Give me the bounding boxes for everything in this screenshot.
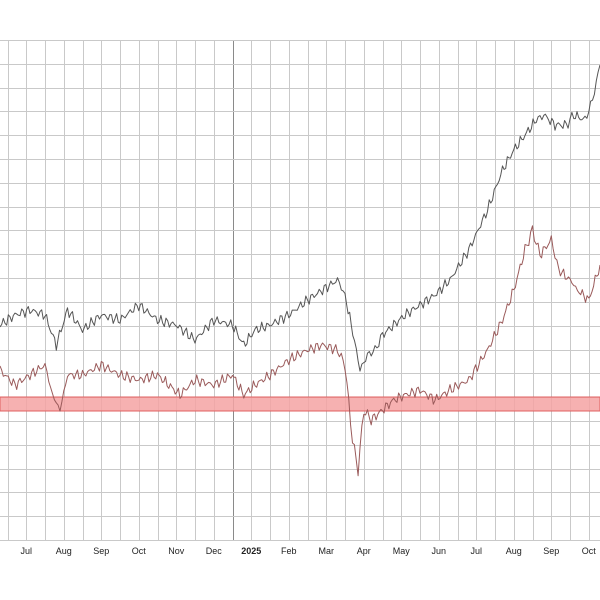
series-line-2	[0, 225, 600, 477]
x-tick-label: Oct	[582, 546, 597, 556]
grid-layer	[0, 40, 600, 541]
x-tick-label: Mar	[319, 546, 335, 556]
highlight-band	[0, 396, 600, 412]
x-tick-label: Sep	[93, 546, 109, 556]
x-tick-label: Sep	[543, 546, 559, 556]
x-tick-label: Apr	[357, 546, 371, 556]
series-line-1	[0, 64, 600, 372]
x-tick-label: Jul	[470, 546, 482, 556]
x-tick-label: Feb	[281, 546, 297, 556]
x-axis-tick-labels: Jul Aug Sep Oct Nov Dec 2025 Feb Mar Apr May Jun Jul…	[20, 546, 596, 556]
band-layer	[0, 396, 600, 412]
x-tick-label: Oct	[132, 546, 147, 556]
x-tick-label: 2025	[241, 546, 261, 556]
x-tick-label: Aug	[506, 546, 522, 556]
x-tick-label: Jun	[431, 546, 446, 556]
x-tick-label: Nov	[168, 546, 185, 556]
x-tick-label: Dec	[206, 546, 223, 556]
x-tick-label: Jul	[20, 546, 32, 556]
x-tick-label: Aug	[56, 546, 72, 556]
series-layer	[0, 64, 600, 477]
x-tick-label: May	[393, 546, 411, 556]
